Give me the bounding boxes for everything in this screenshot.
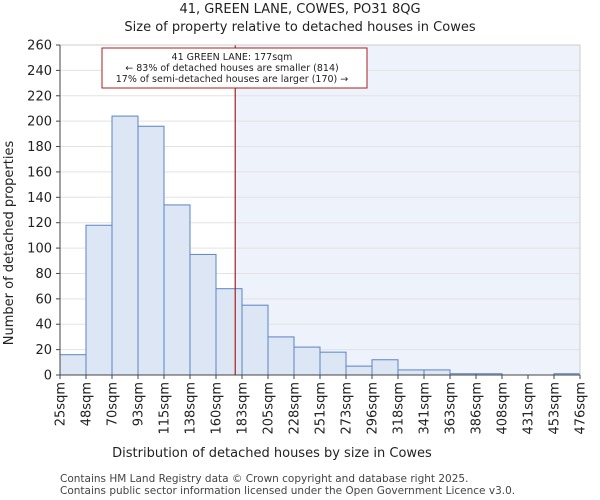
bar-183sqm [241, 304, 269, 376]
y-tick-label: 180 [27, 140, 52, 155]
bar-138sqm [189, 253, 217, 376]
annotation-line-1: 41 GREEN LANE: 177sqm [172, 52, 293, 63]
y-axis-label: Number of detached properties [2, 141, 17, 346]
x-tick-label: 205sqm [262, 382, 277, 435]
footer-line-2: Contains public sector information licen… [60, 485, 516, 497]
y-tick-label: 140 [27, 191, 52, 206]
annotation-box: 41 GREEN LANE: 177sqm ← 83% of detached … [101, 47, 368, 89]
plot-background [235, 45, 580, 375]
y-tick-label: 220 [27, 89, 52, 104]
bar-48sqm [85, 224, 113, 376]
x-tick-label: 341sqm [418, 382, 433, 435]
y-tick-label: 0 [44, 369, 52, 384]
bar-160sqm [215, 288, 243, 376]
x-tick-label: 228sqm [288, 382, 303, 435]
x-axis-label: Distribution of detached houses by size … [112, 446, 432, 461]
bar-318sqm [397, 369, 425, 376]
y-tick-label: 200 [27, 115, 52, 130]
bar-251sqm [319, 351, 347, 376]
x-tick-label: 138sqm [184, 382, 199, 435]
x-tick-label: 453sqm [548, 382, 563, 435]
x-ticks: 25sqm 48sqm 70sqm 93sqm 115sqm 138sqm 160sqm 18… [54, 375, 589, 435]
x-tick-label: 48sqm [80, 382, 95, 426]
y-tick-label: 60 [35, 292, 52, 307]
x-tick-label: 273sqm [340, 382, 355, 435]
x-tick-label: 386sqm [470, 382, 485, 435]
bars-group [59, 115, 581, 376]
x-tick-label: 318sqm [392, 382, 407, 435]
x-tick-label: 115sqm [158, 382, 173, 435]
y-tick-label: 260 [27, 39, 52, 54]
x-tick-label: 408sqm [496, 382, 511, 435]
y-tick-label: 80 [35, 267, 52, 282]
y-ticks: 0 20 40 60 80 100 120 140 160 180 200 220 240 260 [27, 39, 60, 384]
x-tick-label: 363sqm [444, 382, 459, 435]
x-tick-label: 25sqm [54, 382, 69, 426]
x-tick-label: 476sqm [574, 382, 589, 435]
histogram-chart: 41, GREEN LANE, COWES, PO31 8QG Size of … [2, 2, 589, 461]
bar-70sqm [111, 115, 139, 376]
x-tick-label: 251sqm [314, 382, 329, 435]
chart-subtitle: Size of property relative to detached ho… [124, 20, 475, 35]
larger-region-highlight [235, 45, 580, 375]
y-tick-label: 240 [27, 64, 52, 79]
bar-25sqm [59, 354, 87, 376]
y-tick-label: 120 [27, 216, 52, 231]
bar-296sqm [371, 359, 399, 376]
x-tick-label: 296sqm [366, 382, 381, 435]
chart-title: 41, GREEN LANE, COWES, PO31 8QG [179, 2, 420, 17]
annotation-line-3: 17% of semi-detached houses are larger (… [116, 74, 349, 85]
x-tick-label: 431sqm [522, 382, 537, 435]
annotation-line-2: ← 83% of detached houses are smaller (81… [125, 63, 338, 74]
y-tick-label: 20 [35, 343, 52, 358]
footer-line-1: Contains HM Land Registry data © Crown c… [60, 473, 469, 485]
x-tick-label: 183sqm [236, 382, 251, 435]
bar-228sqm [293, 346, 321, 376]
x-tick-label: 160sqm [210, 382, 225, 435]
x-tick-label: 70sqm [106, 382, 121, 426]
x-tick-label: 93sqm [132, 382, 147, 426]
bar-341sqm [423, 369, 451, 376]
y-tick-label: 100 [27, 242, 52, 257]
y-tick-label: 40 [35, 318, 52, 333]
annotation-frame [101, 47, 368, 89]
y-tick-label: 160 [27, 165, 52, 180]
bar-273sqm [345, 365, 373, 376]
bar-93sqm [137, 125, 165, 376]
bar-115sqm [163, 204, 191, 376]
bar-205sqm [267, 336, 295, 376]
